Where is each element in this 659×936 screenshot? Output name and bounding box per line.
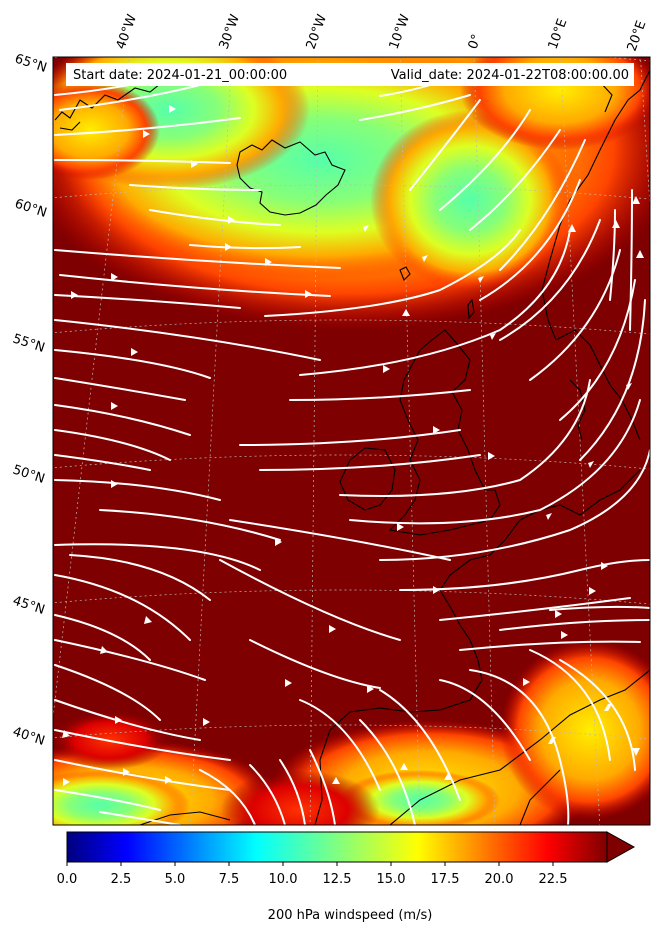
colorbar-tick-label: 22.5 bbox=[539, 872, 568, 887]
lon-label: 40°W bbox=[114, 12, 140, 51]
colorbar: 0.0 2.5 5.0 7.5 10.0 12.5 15.0 17.5 20.0 22.5 200… bbox=[57, 831, 636, 923]
continent-coast bbox=[314, 519, 521, 825]
lon-label: 10°E bbox=[546, 17, 571, 52]
lon-label: 0° bbox=[466, 32, 485, 51]
greenland-coast bbox=[54, 79, 166, 121]
lat-label: 50°N bbox=[11, 463, 47, 487]
ireland-coast bbox=[339, 447, 396, 511]
lat-label: 55°N bbox=[11, 332, 47, 356]
denmark-coast bbox=[569, 379, 586, 441]
latitude-labels: 65°N 60°N 55°N 50°N 45°N 40°N bbox=[11, 52, 49, 749]
norway-coast bbox=[541, 69, 650, 341]
streamline-arrows bbox=[62, 105, 644, 786]
colorbar-tick-label: 20.0 bbox=[485, 872, 514, 887]
streamlines bbox=[54, 74, 650, 825]
colorbar-tick-label: 17.5 bbox=[431, 872, 460, 887]
lat-label: 45°N bbox=[11, 594, 47, 618]
colorbar-extend-arrow bbox=[606, 831, 636, 863]
lat-label: 65°N bbox=[13, 52, 49, 76]
colorbar-tick-label: 12.5 bbox=[323, 872, 352, 887]
info-box bbox=[66, 63, 634, 86]
map-panel: Start date: 2024-01-21_00:00:00 Valid_da… bbox=[52, 56, 651, 826]
colorbar-ticks: 0.0 2.5 5.0 7.5 10.0 12.5 15.0 17.5 20.0 22.5 bbox=[57, 862, 568, 887]
england-coast bbox=[388, 439, 501, 536]
map-frame bbox=[52, 56, 651, 826]
start-date-label: Start date: 2024-01-21_00:00:00 bbox=[73, 68, 287, 83]
graticule bbox=[53, 57, 650, 825]
valid-date-label: Valid_date: 2024-01-22T08:00:00.00 bbox=[391, 68, 629, 83]
coastlines bbox=[54, 69, 650, 825]
colorbar-tick-label: 15.0 bbox=[377, 872, 406, 887]
colorbar-title: 200 hPa windspeed (m/s) bbox=[268, 908, 433, 923]
colorbar-tick-label: 7.5 bbox=[219, 872, 240, 887]
lat-label: 60°N bbox=[13, 197, 49, 221]
sweden-coast bbox=[555, 329, 641, 441]
windspeed-field bbox=[53, 57, 650, 825]
colorbar-tick-label: 5.0 bbox=[165, 872, 186, 887]
lon-label: 20°E bbox=[625, 19, 650, 54]
colorbar-tick-label: 2.5 bbox=[111, 872, 132, 887]
colorbar-tick-label: 10.0 bbox=[269, 872, 298, 887]
colorbar-tick-label: 0.0 bbox=[57, 872, 78, 887]
lon-label: 30°W bbox=[217, 12, 243, 51]
scotland-coast bbox=[419, 329, 486, 491]
mediterranean-coast bbox=[389, 669, 650, 825]
shetland bbox=[467, 298, 475, 320]
lat-label: 40°N bbox=[11, 725, 47, 749]
lon-label: 20°W bbox=[304, 12, 330, 51]
longitude-labels: 40°W 30°W 20°W 10°W 0° 10°E 20°E bbox=[114, 12, 650, 53]
lon-label: 10°W bbox=[387, 12, 413, 51]
colorbar-gradient bbox=[67, 832, 607, 862]
faroe-islands bbox=[399, 266, 411, 281]
